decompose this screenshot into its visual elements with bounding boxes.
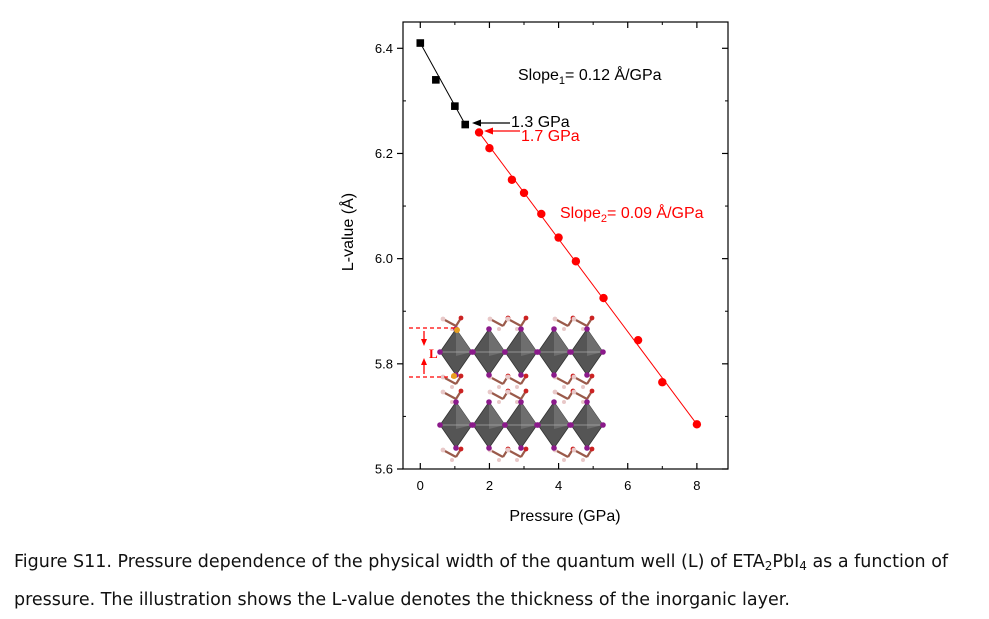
organic-ligand <box>571 373 595 389</box>
caption-part1: Figure S11. Pressure dependence of the p… <box>14 552 765 572</box>
organic-ligand <box>505 388 529 404</box>
data-point-circle <box>633 335 643 345</box>
caption-part3: as a function of pressure. The illustrat… <box>14 552 949 610</box>
organic-ligand <box>505 315 529 331</box>
pressure-label-1p3: 1.3 GPa <box>511 114 570 131</box>
organic-ligand <box>440 373 464 389</box>
organic-ligand <box>440 388 464 404</box>
data-point-circle <box>485 144 494 153</box>
organic-ligand <box>571 388 595 404</box>
pbi6-octahedron <box>502 399 540 451</box>
data-point-circle <box>658 378 667 387</box>
data-point-square <box>451 102 459 110</box>
x-tick-label: 8 <box>693 478 700 493</box>
y-tick-label: 5.6 <box>375 462 393 477</box>
data-points <box>416 39 702 429</box>
y-tick-label: 5.8 <box>375 356 393 371</box>
data-point-circle <box>554 233 563 242</box>
pbi6-octahedron <box>437 399 475 451</box>
slope2-sub: 2 <box>601 213 607 225</box>
slope2-main: Slope <box>560 205 601 222</box>
data-point-circle <box>571 257 581 266</box>
slope1-sub: 1 <box>559 75 565 87</box>
organic-ligand <box>440 315 464 331</box>
organic-ligand <box>440 446 464 462</box>
data-point-circle <box>599 293 608 303</box>
slope2-annotation: Slope2= 0.09 Å/GPa <box>560 203 704 225</box>
caption-part2: PbI <box>772 552 800 572</box>
pbi6-octahedron <box>470 326 508 378</box>
inset-l-label: L <box>429 346 438 361</box>
data-point-square <box>416 39 425 47</box>
data-point-square <box>432 76 440 84</box>
data-point-circle <box>519 188 529 198</box>
crystal-structure-inset: L <box>409 315 606 462</box>
arrow-1p7 <box>484 127 520 135</box>
y-tick-label: 6.4 <box>375 41 393 56</box>
x-tick-label: 4 <box>555 478 562 493</box>
data-point-circle <box>507 175 517 184</box>
y-axis-ticks: 5.6 5.8 6.0 6.2 6.4 <box>375 41 728 477</box>
caption-sub1: 2 <box>764 559 773 573</box>
pbi6-octahedron <box>502 326 540 378</box>
slope2-rest: = 0.09 Å/GPa <box>607 203 704 222</box>
slope1-main: Slope <box>518 67 559 84</box>
organic-ligand <box>505 446 529 462</box>
data-point-circle <box>474 128 484 137</box>
plot-frame <box>402 21 729 470</box>
organic-ligand <box>505 373 529 389</box>
y-tick-label: 6.2 <box>375 146 393 161</box>
organic-ligand <box>571 446 595 462</box>
organic-ligand <box>571 315 595 331</box>
x-axis-ticks: 0 2 4 6 8 <box>417 22 701 493</box>
pressure-label-1p7: 1.7 GPa <box>521 128 580 145</box>
pbi6-octahedron <box>568 399 606 451</box>
pbi6-octahedron <box>470 399 508 451</box>
x-axis-label: Pressure (GPa) <box>509 508 620 525</box>
pbi6-octahedron <box>437 326 475 378</box>
y-axis-label: L-value (Å) <box>338 193 357 271</box>
x-tick-label: 6 <box>624 478 631 493</box>
slope1-annotation: Slope1= 0.12 Å/GPa <box>518 65 662 87</box>
caption-sub2: 4 <box>799 559 807 573</box>
y-tick-label: 6.0 <box>375 251 393 266</box>
pbi6-octahedron <box>568 326 606 378</box>
figure-caption: Figure S11. Pressure dependence of the p… <box>14 543 979 619</box>
x-tick-label: 2 <box>486 478 493 493</box>
x-tick-label: 0 <box>417 478 424 493</box>
arrow-1p3 <box>472 119 510 127</box>
fit-line-1 <box>419 42 466 125</box>
data-point-circle <box>537 209 546 219</box>
data-point-circle <box>692 420 702 429</box>
pbi6-octahedron <box>535 326 573 378</box>
slope1-rest: = 0.12 Å/GPa <box>565 65 662 84</box>
l-dimension-marker: L <box>409 327 460 379</box>
pbi6-octahedron <box>535 399 573 451</box>
data-point-square <box>461 120 470 129</box>
chart: L 0 2 4 6 8 5.6 5.8 6.0 6.2 6.4 Pressure (GPa) L… <box>338 21 729 525</box>
